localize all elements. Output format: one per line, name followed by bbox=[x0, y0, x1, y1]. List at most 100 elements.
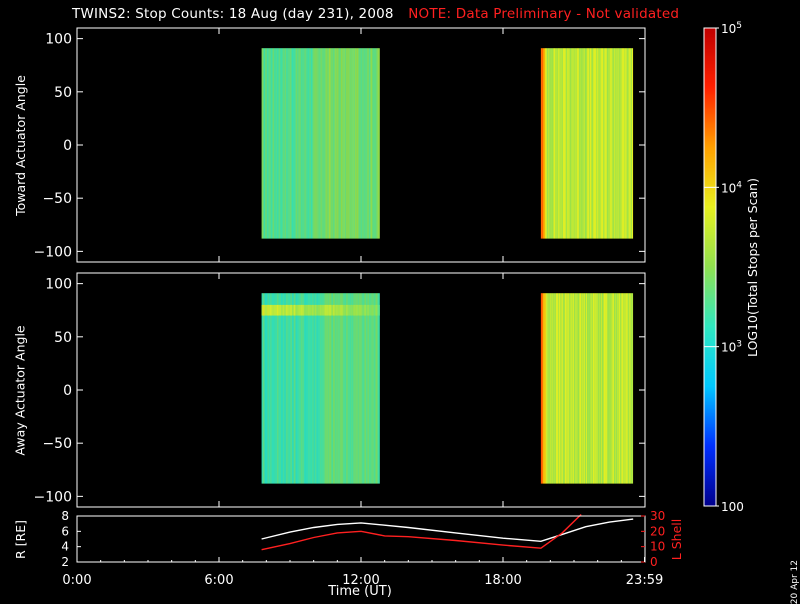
heatmap-column bbox=[366, 293, 368, 484]
heatmap-column bbox=[547, 293, 550, 484]
colorbar-segment bbox=[704, 186, 716, 188]
colorbar-segment bbox=[704, 329, 716, 331]
colorbar-segment bbox=[704, 233, 716, 235]
heatmap-column bbox=[595, 48, 598, 239]
heatmap-column bbox=[360, 293, 362, 484]
heatmap-column bbox=[562, 293, 565, 484]
heatmap-column bbox=[568, 293, 571, 484]
colorbar-segment bbox=[704, 435, 716, 437]
heatmap-hotspot bbox=[310, 304, 312, 316]
colorbar-segment bbox=[704, 160, 716, 162]
colorbar-segment bbox=[704, 423, 716, 425]
heatmap-column bbox=[305, 48, 307, 239]
colorbar-segment bbox=[704, 97, 716, 99]
heatmap-column bbox=[377, 48, 379, 239]
colorbar-segment bbox=[704, 252, 716, 254]
colorbar-segment bbox=[704, 456, 716, 458]
colorbar-segment bbox=[704, 280, 716, 282]
colorbar-segment bbox=[704, 76, 716, 78]
heatmap-column bbox=[286, 48, 288, 239]
colorbar-segment bbox=[704, 168, 716, 170]
colorbar-segment bbox=[704, 68, 716, 70]
colorbar-segment bbox=[704, 402, 716, 404]
colorbar-segment bbox=[704, 430, 716, 432]
heatmap-column bbox=[591, 48, 594, 239]
heatmap-column bbox=[297, 293, 299, 484]
colorbar-segment bbox=[704, 448, 716, 450]
colorbar-segment bbox=[704, 182, 716, 184]
heatmap-column bbox=[565, 293, 568, 484]
colorbar-segment bbox=[704, 353, 716, 355]
heatmap-column bbox=[373, 48, 375, 239]
colorbar-segment bbox=[704, 114, 716, 116]
colorbar-segment bbox=[704, 477, 716, 479]
colorbar-segment bbox=[704, 132, 716, 134]
colorbar-segment bbox=[704, 313, 716, 315]
heatmap-column bbox=[607, 48, 610, 239]
heatmap-column bbox=[295, 48, 297, 239]
colorbar-segment bbox=[704, 61, 716, 63]
heatmap-hotspot bbox=[283, 304, 285, 316]
heatmap-column bbox=[344, 48, 346, 239]
colorbar-segment bbox=[704, 73, 716, 75]
heatmap-column bbox=[601, 48, 604, 239]
heatmap-column bbox=[364, 48, 366, 239]
colorbar-segment bbox=[704, 78, 716, 80]
colorbar-segment bbox=[704, 374, 716, 376]
heatmap-hotspot bbox=[331, 304, 333, 316]
colorbar-segment bbox=[704, 467, 716, 469]
heatmap-column bbox=[284, 48, 286, 239]
heatmap-hotspot bbox=[375, 304, 377, 316]
heatmap-hotspot bbox=[305, 304, 307, 316]
heatmap-column bbox=[272, 48, 274, 239]
colorbar-segment bbox=[704, 71, 716, 73]
colorbar-segment bbox=[704, 375, 716, 377]
heatmap-column bbox=[629, 48, 632, 239]
colorbar-segment bbox=[704, 130, 716, 132]
heatmap-column bbox=[591, 293, 594, 484]
colorbar-segment bbox=[704, 162, 716, 164]
heatmap-hotspot bbox=[275, 304, 277, 316]
heatmap-column bbox=[552, 48, 555, 239]
heatmap-column bbox=[272, 293, 274, 484]
heatmap-column bbox=[577, 48, 580, 239]
heatmap-column bbox=[320, 293, 322, 484]
heatmap-column bbox=[280, 293, 282, 484]
colorbar-segment bbox=[704, 390, 716, 392]
colorbar-segment bbox=[704, 414, 716, 416]
heatmap-hotspot bbox=[321, 304, 323, 316]
x-tick-label: 0:00 bbox=[62, 573, 91, 588]
colorbar-segment bbox=[704, 117, 716, 119]
colorbar-segment bbox=[704, 171, 716, 173]
heatmap-column bbox=[273, 48, 275, 239]
colorbar-segment bbox=[704, 335, 716, 337]
heatmap-column bbox=[605, 293, 608, 484]
colorbar-segment bbox=[704, 481, 716, 483]
colorbar-segment bbox=[704, 272, 716, 274]
colorbar-segment bbox=[704, 496, 716, 498]
heatmap-column bbox=[573, 293, 576, 484]
colorbar-segment bbox=[704, 37, 716, 39]
colorbar-segment bbox=[704, 141, 716, 143]
heatmap-column bbox=[620, 293, 623, 484]
heatmap-column bbox=[378, 48, 380, 239]
colorbar-segment bbox=[704, 127, 716, 129]
heatmap-column bbox=[542, 48, 545, 239]
colorbar-segment bbox=[704, 251, 716, 253]
colorbar-segment bbox=[704, 341, 716, 343]
colorbar-segment bbox=[704, 149, 716, 151]
colorbar-segment bbox=[704, 310, 716, 312]
colorbar-segment bbox=[704, 446, 716, 448]
heatmap-column bbox=[600, 48, 603, 239]
y-tick-label: 50 bbox=[54, 85, 72, 101]
colorbar-segment bbox=[704, 387, 716, 389]
colorbar-segment bbox=[704, 220, 716, 222]
heatmap-column bbox=[567, 48, 570, 239]
colorbar-segment bbox=[704, 98, 716, 100]
colorbar-segment bbox=[704, 28, 716, 30]
colorbar-segment bbox=[704, 472, 716, 474]
heatmap-column bbox=[545, 48, 548, 239]
heatmap-column bbox=[607, 293, 610, 484]
colorbar-segment bbox=[704, 350, 716, 352]
